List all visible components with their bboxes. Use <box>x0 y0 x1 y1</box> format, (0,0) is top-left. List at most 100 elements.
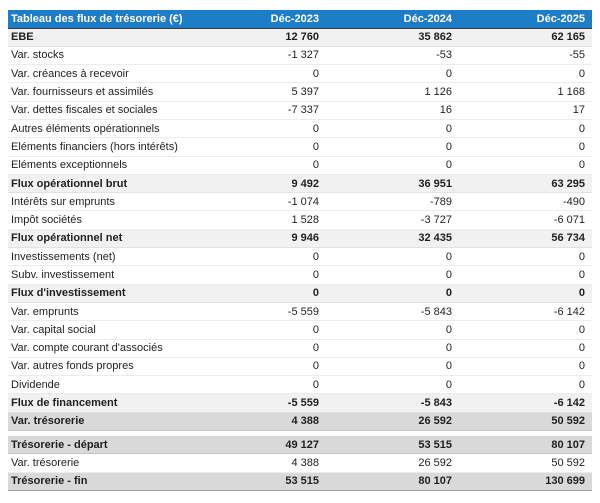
row-value: -5 843 <box>420 305 452 318</box>
row-value: 0 <box>312 140 319 153</box>
row-value: -3 727 <box>420 214 452 227</box>
row-value: 4 388 <box>291 456 319 469</box>
row-label: Trésorerie - départ <box>11 438 108 451</box>
row-label: Var. stocks <box>11 49 64 62</box>
row-value: -53 <box>436 49 452 62</box>
row-label: Impôt sociétés <box>11 214 82 227</box>
table-header-row: Tableau des flux de trésorerie (€) Déc-2… <box>8 10 592 29</box>
section-spacer <box>8 431 592 437</box>
row-value: 0 <box>578 250 585 263</box>
row-value: 0 <box>578 159 585 172</box>
row-label: Var. trésorerie <box>11 415 85 428</box>
row-value: -7 337 <box>287 104 319 117</box>
column-header-dec-2023: Déc-2023 <box>270 12 319 25</box>
row-label: Var. compte courant d'associés <box>11 342 163 355</box>
row-value: 0 <box>312 269 319 281</box>
row-value: 12 760 <box>285 31 319 44</box>
row-value: 1 126 <box>424 86 452 99</box>
row-label: Intérêts sur emprunts <box>11 195 115 208</box>
row-value: -789 <box>429 195 452 208</box>
row-value: -5 559 <box>287 305 319 318</box>
row-value: 0 <box>578 122 585 135</box>
row-label: Autres éléments opérationnels <box>11 122 160 135</box>
row-label: Var. emprunts <box>11 305 79 318</box>
row-value: 63 295 <box>551 177 585 190</box>
row-value: -5 843 <box>420 397 452 410</box>
row-value: 130 699 <box>545 475 585 488</box>
table-row: Intérêts sur emprunts -1 074 -789 -490 <box>8 193 592 212</box>
row-label: Trésorerie - fin <box>11 475 88 488</box>
column-header-dec-2025: Déc-2025 <box>536 12 585 25</box>
table-row: Trésorerie - départ 49 127 53 515 80 107 <box>8 436 592 455</box>
row-value: -6 071 <box>553 214 585 227</box>
row-value: 4 388 <box>291 415 319 428</box>
table-row: Eléments financiers (hors intérêts) 0 0 0 <box>8 138 592 157</box>
row-value: 80 107 <box>418 475 452 488</box>
row-value: 0 <box>578 140 585 153</box>
row-label: EBE <box>11 31 34 44</box>
row-label: Dividende <box>11 378 60 391</box>
row-label: Var. fournisseurs et assimilés <box>11 86 154 99</box>
table-row: Trésorerie - fin 53 515 80 107 130 699 <box>8 472 592 491</box>
row-value: 50 592 <box>551 456 585 469</box>
row-value: 0 <box>578 378 585 391</box>
row-label: Var. autres fonds propres <box>11 360 134 373</box>
table-row: Investissements (net) 0 0 0 <box>8 248 592 267</box>
column-header-dec-2024: Déc-2024 <box>403 12 452 25</box>
table-row: Autres éléments opérationnels 0 0 0 <box>8 119 592 139</box>
table-row: Var. autres fonds propres 0 0 0 <box>8 357 592 377</box>
row-value: 0 <box>312 159 319 172</box>
row-value: -490 <box>562 195 585 208</box>
row-value: 1 528 <box>291 214 319 227</box>
row-value: -1 074 <box>287 195 319 208</box>
row-value: 0 <box>445 342 452 355</box>
row-value: 53 515 <box>418 438 452 451</box>
row-label: Flux opérationnel brut <box>11 177 128 190</box>
row-value: 0 <box>445 323 452 336</box>
row-label: Flux d'investissement <box>11 287 126 300</box>
table-row: Eléments exceptionnels 0 0 0 <box>8 156 592 175</box>
row-value: 26 592 <box>418 415 452 428</box>
row-label: Var. trésorerie <box>11 456 80 469</box>
row-label: Var. capital social <box>11 323 96 336</box>
table-row: Impôt sociétés 1 528 -3 727 -6 071 <box>8 211 592 230</box>
row-value: 0 <box>445 159 452 172</box>
row-value: 0 <box>445 378 452 391</box>
row-value: 0 <box>445 140 452 153</box>
table-row: Var. trésorerie 4 388 26 592 50 592 <box>8 412 592 432</box>
row-value: 0 <box>578 342 585 355</box>
table-row: Var. compte courant d'associés 0 0 0 <box>8 339 592 358</box>
row-value: 26 592 <box>418 456 452 469</box>
row-value: 0 <box>445 360 452 373</box>
row-value: 9 946 <box>291 232 319 245</box>
row-value: 56 734 <box>551 232 585 245</box>
row-label: Eléments exceptionnels <box>11 159 128 172</box>
row-value: -6 142 <box>553 397 585 410</box>
row-value: 0 <box>312 250 319 263</box>
row-value: 0 <box>312 122 319 135</box>
row-value: 0 <box>312 378 319 391</box>
row-value: 36 951 <box>418 177 452 190</box>
row-label: Eléments financiers (hors intérêts) <box>11 140 178 153</box>
row-value: 80 107 <box>551 438 585 451</box>
row-value: 0 <box>578 287 585 300</box>
table-title: Tableau des flux de trésorerie (€) <box>11 12 183 25</box>
row-value: 0 <box>445 67 452 80</box>
row-value: 50 592 <box>551 415 585 428</box>
cash-flow-table: Tableau des flux de trésorerie (€) Déc-2… <box>8 10 592 491</box>
row-value: 0 <box>578 360 585 373</box>
table-row: Var. créances à recevoir 0 0 0 <box>8 65 592 84</box>
table-row: Subv. investissement 0 0 0 <box>8 266 592 285</box>
row-value: 1 168 <box>557 86 585 99</box>
row-value: 0 <box>312 342 319 355</box>
table-row: EBE 12 760 35 862 62 165 <box>8 28 592 47</box>
row-value: -55 <box>569 49 585 62</box>
table-row: Var. fournisseurs et assimilés 5 397 1 126… <box>8 83 592 102</box>
row-value: 62 165 <box>551 31 585 44</box>
table-row: Var. capital social 0 0 0 <box>8 321 592 340</box>
row-value: -6 142 <box>553 305 585 318</box>
row-value: 0 <box>445 287 452 300</box>
row-value: 17 <box>572 104 585 117</box>
row-value: 0 <box>312 287 319 300</box>
row-value: 0 <box>578 269 585 281</box>
